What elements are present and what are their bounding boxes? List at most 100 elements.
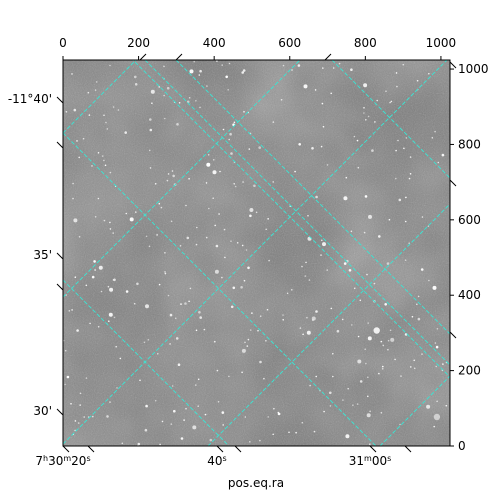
star [329, 391, 332, 395]
star [363, 112, 365, 114]
star [398, 198, 402, 202]
star [243, 279, 246, 282]
star [441, 153, 445, 157]
star [105, 121, 107, 124]
star [421, 216, 424, 218]
star [195, 329, 198, 332]
star [343, 196, 348, 201]
star [378, 372, 380, 375]
frame-tick [449, 179, 457, 187]
star [378, 235, 381, 238]
star [103, 219, 106, 222]
star [189, 287, 192, 290]
star [177, 363, 181, 367]
star [216, 60, 218, 62]
star [291, 289, 293, 291]
star [164, 117, 166, 120]
star [390, 337, 395, 342]
star [408, 177, 411, 180]
star [416, 303, 418, 306]
star [272, 433, 275, 436]
star [315, 310, 318, 313]
star [199, 106, 201, 109]
star [109, 221, 111, 224]
star [108, 320, 110, 323]
star [172, 174, 175, 178]
star [384, 303, 388, 306]
tick-marks [56, 53, 457, 453]
star [135, 211, 137, 213]
star [241, 348, 246, 353]
star [295, 431, 297, 434]
star [288, 431, 290, 434]
star [413, 367, 416, 370]
star [154, 183, 157, 185]
star [159, 443, 161, 446]
star [156, 234, 158, 236]
star [404, 259, 407, 262]
grid-line [132, 60, 450, 378]
star [373, 282, 376, 285]
star [221, 411, 225, 414]
star [286, 292, 289, 295]
star [225, 75, 228, 79]
star [435, 365, 438, 368]
star [113, 278, 116, 282]
star [166, 179, 169, 182]
star [180, 303, 182, 305]
star [436, 400, 438, 403]
star [214, 224, 216, 227]
star [390, 100, 393, 103]
star [357, 166, 360, 169]
star [417, 295, 420, 298]
star [164, 271, 166, 273]
star [70, 403, 72, 405]
star [232, 286, 236, 290]
star [193, 60, 195, 63]
star [167, 173, 170, 175]
star [267, 416, 270, 418]
star [197, 405, 199, 408]
star [282, 314, 284, 316]
star [85, 377, 88, 379]
sky-image [63, 60, 450, 446]
star [89, 322, 91, 325]
star [179, 245, 182, 247]
top-axis: 0 200 400 600 800 1000 [59, 36, 456, 50]
star [432, 285, 437, 290]
star [71, 309, 73, 311]
star [366, 413, 371, 418]
star [272, 121, 275, 123]
star [164, 272, 167, 275]
star [222, 128, 225, 131]
star [204, 413, 207, 416]
star [109, 228, 112, 230]
star [387, 339, 390, 342]
star [347, 387, 350, 390]
star [359, 380, 363, 383]
right-tick-label: 0 [458, 439, 466, 453]
star [134, 75, 137, 79]
star [197, 378, 200, 381]
star [267, 218, 269, 220]
plot-frame [62, 59, 451, 447]
ra-tick [87, 445, 95, 453]
star [223, 228, 226, 231]
star [356, 403, 359, 405]
star [91, 165, 93, 167]
star [413, 359, 416, 362]
star [166, 86, 170, 90]
star [222, 424, 224, 426]
star [205, 236, 208, 239]
star [313, 430, 316, 433]
star [79, 404, 81, 406]
star [112, 106, 115, 108]
star [353, 287, 356, 290]
star [409, 173, 412, 175]
star [149, 128, 153, 132]
x-axis-title: pos.eq.ra [228, 476, 284, 490]
star [76, 329, 79, 332]
star [170, 220, 173, 223]
star [108, 312, 113, 317]
star [124, 131, 127, 134]
